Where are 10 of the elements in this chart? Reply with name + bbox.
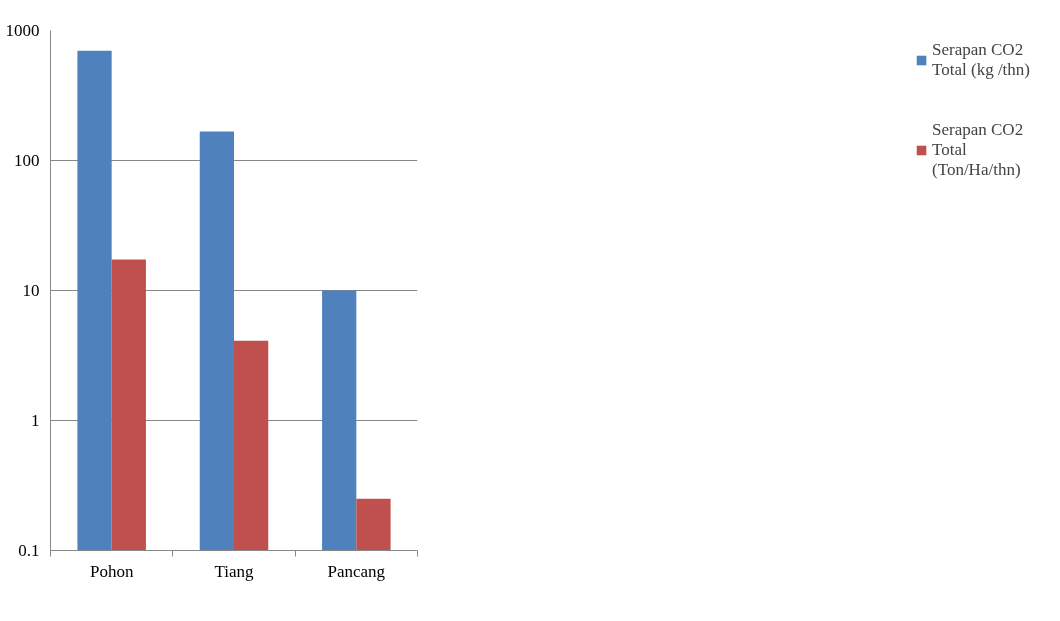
legend-label: Serapan CO2 Total (Ton/Ha/thn) xyxy=(932,120,1024,180)
y-tick-label: 1 xyxy=(31,411,40,430)
legend-label: Serapan CO2 Total (kg /thn) xyxy=(932,40,1030,80)
y-tick-label: 100 xyxy=(14,151,40,170)
x-tick-label: Pohon xyxy=(89,561,134,581)
y-tick-label: 10 xyxy=(22,281,40,300)
x-tick-label: Tiang xyxy=(214,561,255,581)
y-tick-label: 0.1 xyxy=(18,541,40,560)
x-tick-label: Pancang xyxy=(327,561,386,581)
y-tick-label: 1000 xyxy=(5,21,40,40)
